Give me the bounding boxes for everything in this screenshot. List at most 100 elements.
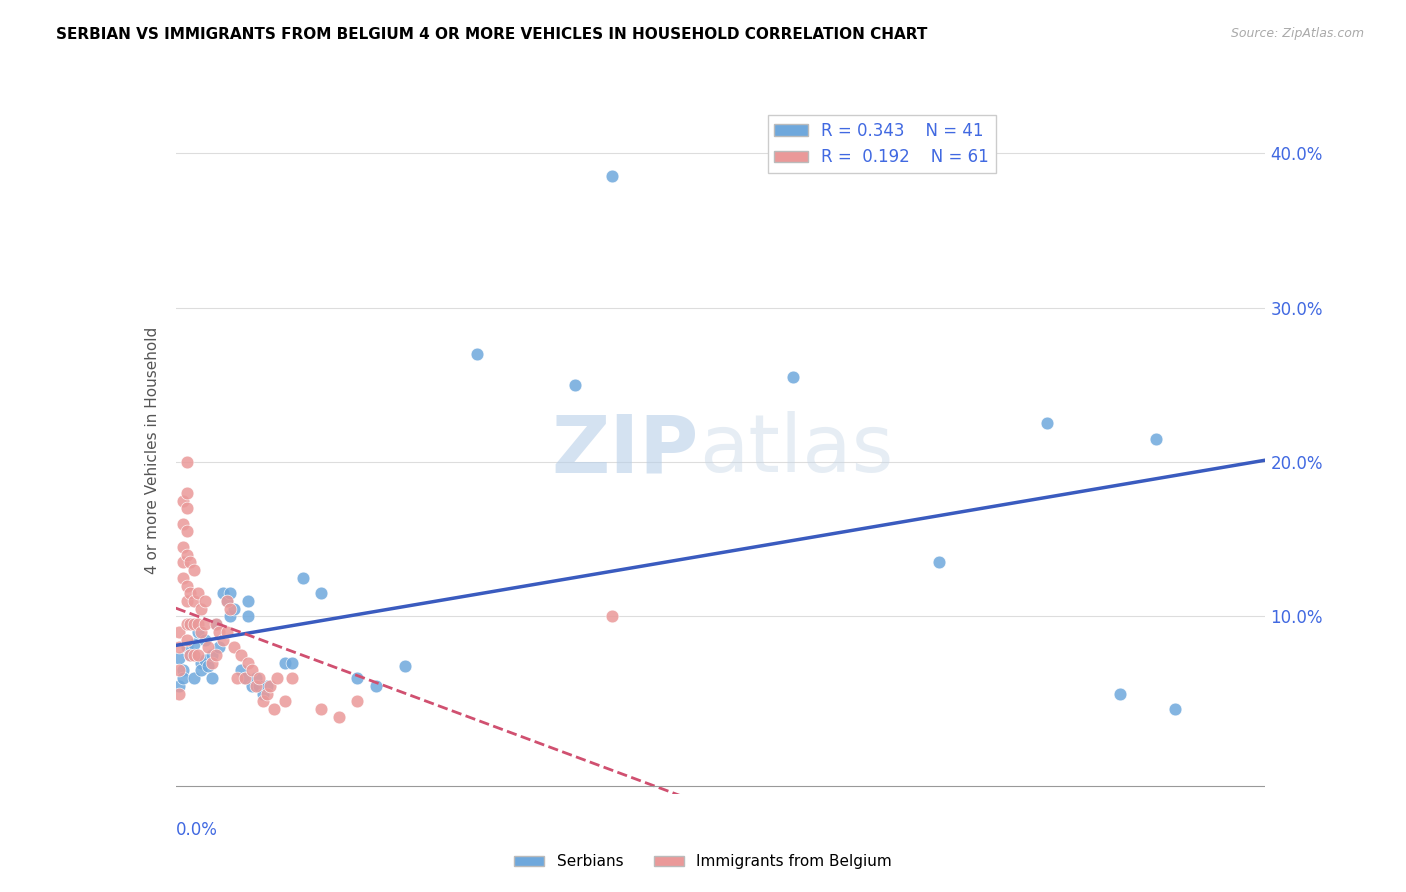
Point <box>291 571 314 585</box>
Point <box>169 651 191 665</box>
Point <box>172 664 194 678</box>
Point <box>1109 687 1132 701</box>
Legend: R = 0.343    N = 41, R =  0.192    N = 61: R = 0.343 N = 41, R = 0.192 N = 61 <box>768 115 995 173</box>
Point <box>1146 432 1168 446</box>
Point <box>179 586 201 600</box>
Text: SERBIAN VS IMMIGRANTS FROM BELGIUM 4 OR MORE VEHICLES IN HOUSEHOLD CORRELATION C: SERBIAN VS IMMIGRANTS FROM BELGIUM 4 OR … <box>56 27 928 42</box>
Point <box>226 671 249 685</box>
Point <box>169 687 191 701</box>
Point <box>245 671 267 685</box>
Point <box>1163 702 1185 716</box>
Point <box>252 687 274 701</box>
Point <box>328 709 350 723</box>
Point <box>183 637 205 651</box>
Text: atlas: atlas <box>699 411 893 490</box>
Point <box>233 671 256 685</box>
Point <box>197 640 219 655</box>
Point <box>465 347 488 361</box>
Point <box>346 671 368 685</box>
Point <box>309 702 332 716</box>
Point <box>183 617 205 632</box>
Point <box>240 664 263 678</box>
Point <box>245 679 267 693</box>
Point <box>179 617 201 632</box>
Point <box>183 648 205 662</box>
Point <box>263 702 285 716</box>
Point <box>186 648 209 662</box>
Point <box>564 377 586 392</box>
Point <box>346 694 368 708</box>
Point <box>274 656 297 670</box>
Point <box>215 594 238 608</box>
Point <box>212 586 235 600</box>
Point <box>231 664 253 678</box>
Text: ZIP: ZIP <box>551 411 699 490</box>
Point <box>197 658 219 673</box>
Point <box>186 624 209 639</box>
Point <box>194 594 217 608</box>
Point <box>169 679 191 693</box>
Point <box>172 516 194 531</box>
Point <box>176 594 198 608</box>
Point <box>176 501 198 516</box>
Point <box>259 679 281 693</box>
Point <box>176 486 198 500</box>
Point <box>215 624 238 639</box>
Point <box>247 671 270 685</box>
Point <box>240 679 263 693</box>
Point <box>222 640 245 655</box>
Point <box>201 656 224 670</box>
Point <box>219 586 242 600</box>
Point <box>172 671 194 685</box>
Point <box>204 648 226 662</box>
Point <box>364 679 387 693</box>
Point <box>176 578 198 592</box>
Point <box>281 656 304 670</box>
Point <box>274 694 297 708</box>
Point <box>238 609 260 624</box>
Point <box>176 632 198 647</box>
Point <box>176 548 198 562</box>
Point <box>212 632 235 647</box>
Point <box>176 524 198 539</box>
Point <box>222 601 245 615</box>
Point <box>176 455 198 469</box>
Point <box>194 652 217 666</box>
Point <box>928 555 950 569</box>
Point <box>194 617 217 632</box>
Point <box>215 594 238 608</box>
Text: 0.0%: 0.0% <box>176 822 218 839</box>
Point <box>179 555 201 569</box>
Point <box>600 609 623 624</box>
Point <box>169 664 191 678</box>
Point <box>600 169 623 184</box>
Point <box>204 617 226 632</box>
Point <box>309 586 332 600</box>
Point <box>179 648 201 662</box>
Legend: Serbians, Immigrants from Belgium: Serbians, Immigrants from Belgium <box>508 848 898 875</box>
Point <box>247 679 270 693</box>
Point <box>190 601 212 615</box>
Y-axis label: 4 or more Vehicles in Household: 4 or more Vehicles in Household <box>145 326 160 574</box>
Point <box>190 624 212 639</box>
Point <box>172 540 194 554</box>
Point <box>252 694 274 708</box>
Point <box>256 687 278 701</box>
Point <box>172 493 194 508</box>
Point <box>1036 417 1059 431</box>
Point <box>204 617 226 632</box>
Point <box>233 671 256 685</box>
Point <box>201 671 224 685</box>
Point <box>183 563 205 577</box>
Point <box>238 656 260 670</box>
Point <box>172 555 194 569</box>
Point <box>183 594 205 608</box>
Point <box>394 658 416 673</box>
Point <box>169 624 191 639</box>
Point <box>186 586 209 600</box>
Point <box>281 671 304 685</box>
Point <box>179 617 201 632</box>
Point <box>186 617 209 632</box>
Point <box>194 632 217 647</box>
Point <box>172 571 194 585</box>
